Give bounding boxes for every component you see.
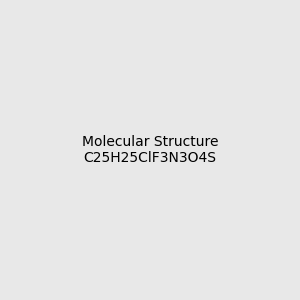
Text: Molecular Structure
C25H25ClF3N3O4S: Molecular Structure C25H25ClF3N3O4S: [82, 135, 218, 165]
